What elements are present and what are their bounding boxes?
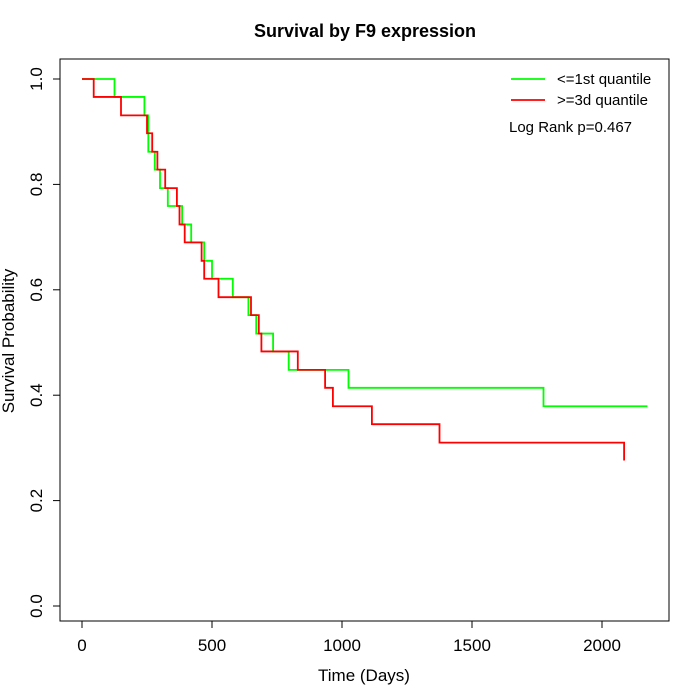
log-rank-annotation: Log Rank p=0.467 (509, 119, 632, 136)
x-tick-label: 500 (198, 636, 226, 655)
legend-label: <=1st quantile (557, 71, 651, 88)
y-tick-label: 0.2 (27, 489, 46, 513)
chart-title: Survival by F9 expression (254, 21, 476, 41)
y-tick-label: 0.6 (27, 278, 46, 302)
series-line-1 (82, 78, 648, 408)
x-tick-label: 0 (77, 636, 86, 655)
y-tick-label: 0.4 (27, 383, 46, 407)
legend-label: >=3d quantile (557, 92, 648, 109)
y-axis: 0.0 0.2 0.4 0.6 0.8 1.0 (27, 67, 61, 618)
series-lines (82, 78, 648, 461)
x-tick-label: 1500 (453, 636, 491, 655)
y-tick-label: 0.8 (27, 173, 46, 197)
x-tick-label: 2000 (583, 636, 621, 655)
x-axis: 0 500 1000 1500 2000 (77, 620, 621, 655)
x-axis-label: Time (Days) (318, 666, 410, 685)
series-line-2 (82, 78, 625, 461)
x-tick-label: 1000 (323, 636, 361, 655)
y-tick-label: 0.0 (27, 594, 46, 618)
y-axis-label: Survival Probability (0, 268, 18, 413)
legend: <=1st quantile >=3d quantile (511, 71, 651, 109)
y-tick-label: 1.0 (27, 67, 46, 91)
